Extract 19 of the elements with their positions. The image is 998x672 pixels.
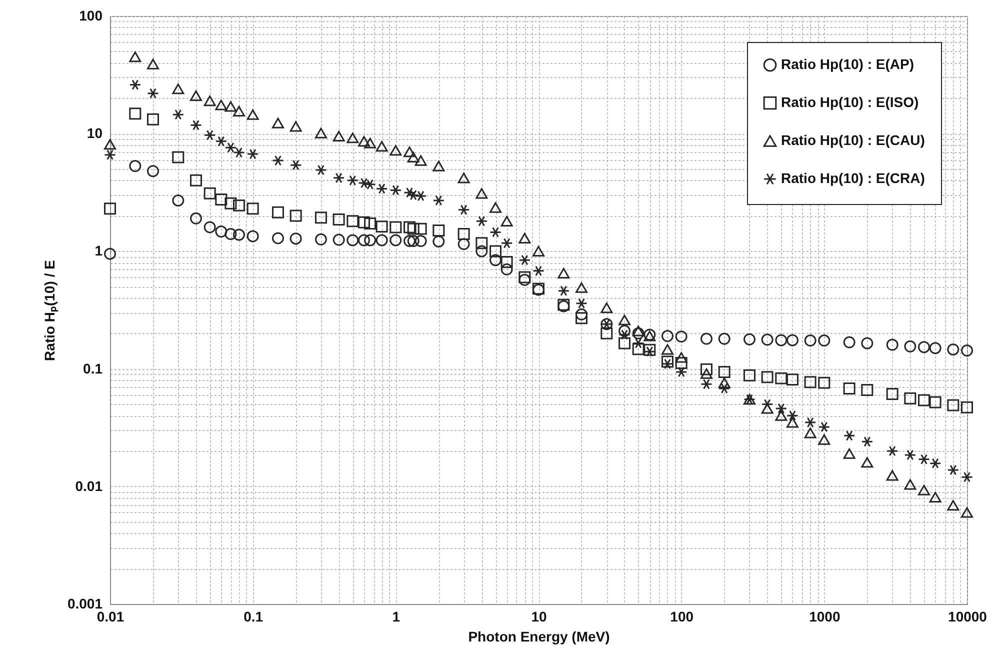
y-tick-label: 1	[94, 242, 103, 259]
y-tick-label: 0.01	[75, 478, 103, 494]
x-tick-label: 100	[670, 608, 694, 624]
legend-label: Ratio Hp(10) : E(CAU)	[781, 132, 925, 148]
legend-label: Ratio Hp(10) : E(CRA)	[781, 170, 925, 186]
x-tick-label: 10	[531, 608, 547, 624]
x-tick-label: 0.01	[96, 608, 124, 624]
x-tick-label: 1000	[809, 608, 840, 624]
y-tick-label: 0.1	[83, 360, 103, 376]
x-axis-title: Photon Energy (MeV)	[468, 628, 610, 644]
y-axis-title: Ratio Hₚ(10) / E	[41, 260, 58, 361]
x-tick-label: 10000	[948, 608, 988, 624]
y-tick-label: 100	[79, 8, 103, 24]
x-tick-label: 0.1	[244, 608, 264, 624]
legend-label: Ratio Hp(10) : E(ISO)	[781, 94, 919, 110]
y-tick-label: 10	[86, 125, 103, 142]
y-tick-label: 0.001	[67, 596, 103, 612]
x-tick-label: 1	[392, 608, 400, 624]
legend-label: Ratio Hp(10) : E(AP)	[781, 56, 914, 72]
